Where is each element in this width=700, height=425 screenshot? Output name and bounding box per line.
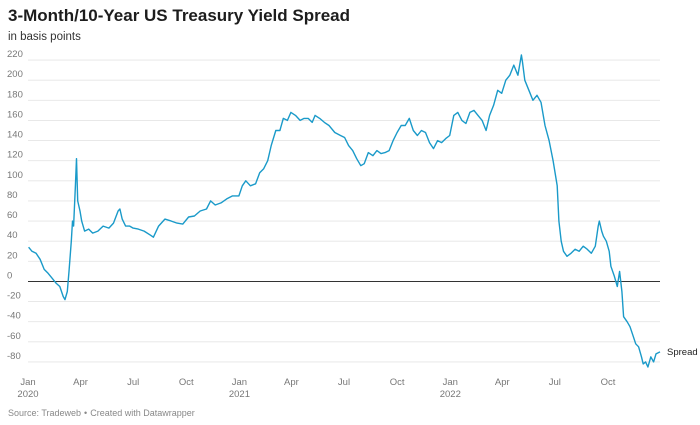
y-tick-label: 40 bbox=[7, 230, 18, 241]
x-tick-year: 2020 bbox=[17, 389, 38, 400]
y-tick-label: 20 bbox=[7, 250, 18, 261]
x-tick-label: Jul bbox=[127, 377, 139, 388]
y-tick-label: 0 bbox=[7, 270, 12, 281]
x-tick-label: Oct bbox=[601, 377, 616, 388]
y-tick-label: 100 bbox=[7, 170, 23, 181]
series-line-spread bbox=[28, 54, 661, 368]
y-tick-label: -20 bbox=[7, 291, 21, 302]
x-tick-label: Jan bbox=[443, 377, 458, 388]
chart-title: 3-Month/10-Year US Treasury Yield Spread bbox=[8, 6, 351, 25]
source-separator: • bbox=[84, 408, 88, 418]
x-tick-label: Jul bbox=[338, 377, 350, 388]
source-text: Source: Tradeweb bbox=[8, 408, 82, 418]
y-tick-label: 120 bbox=[7, 150, 23, 161]
x-tick-label: Apr bbox=[284, 377, 299, 388]
y-tick-label: 200 bbox=[7, 69, 23, 80]
y-tick-label: -40 bbox=[7, 311, 21, 322]
x-tick-year: 2022 bbox=[440, 389, 461, 400]
y-tick-label: -60 bbox=[7, 331, 21, 342]
series-label-spread: Spread bbox=[667, 347, 698, 358]
y-tick-label: -80 bbox=[7, 351, 21, 362]
y-axis-ticks: 220200180160140120100806040200-20-40-60-… bbox=[7, 49, 23, 362]
x-tick-label: Apr bbox=[73, 377, 88, 388]
y-tick-label: 180 bbox=[7, 89, 23, 100]
x-tick-label: Jul bbox=[549, 377, 561, 388]
x-tick-label: Oct bbox=[179, 377, 194, 388]
chart-subtitle: in basis points bbox=[8, 31, 81, 43]
gridlines bbox=[28, 59, 660, 363]
y-tick-label: 80 bbox=[7, 190, 18, 201]
y-tick-label: 220 bbox=[7, 49, 23, 60]
source-note: Source: Tradeweb • Created with Datawrappe… bbox=[8, 408, 195, 418]
x-tick-label: Oct bbox=[390, 377, 405, 388]
x-tick-year: 2021 bbox=[229, 389, 250, 400]
y-tick-label: 140 bbox=[7, 130, 23, 141]
x-tick-label: Jan bbox=[232, 377, 247, 388]
y-tick-label: 160 bbox=[7, 109, 23, 120]
series-layer: Spread bbox=[28, 54, 698, 368]
y-tick-label: 60 bbox=[7, 210, 18, 221]
x-tick-label: Jan bbox=[20, 377, 35, 388]
x-tick-label: Apr bbox=[495, 377, 510, 388]
credit-text: Created with Datawrapper bbox=[90, 408, 195, 418]
